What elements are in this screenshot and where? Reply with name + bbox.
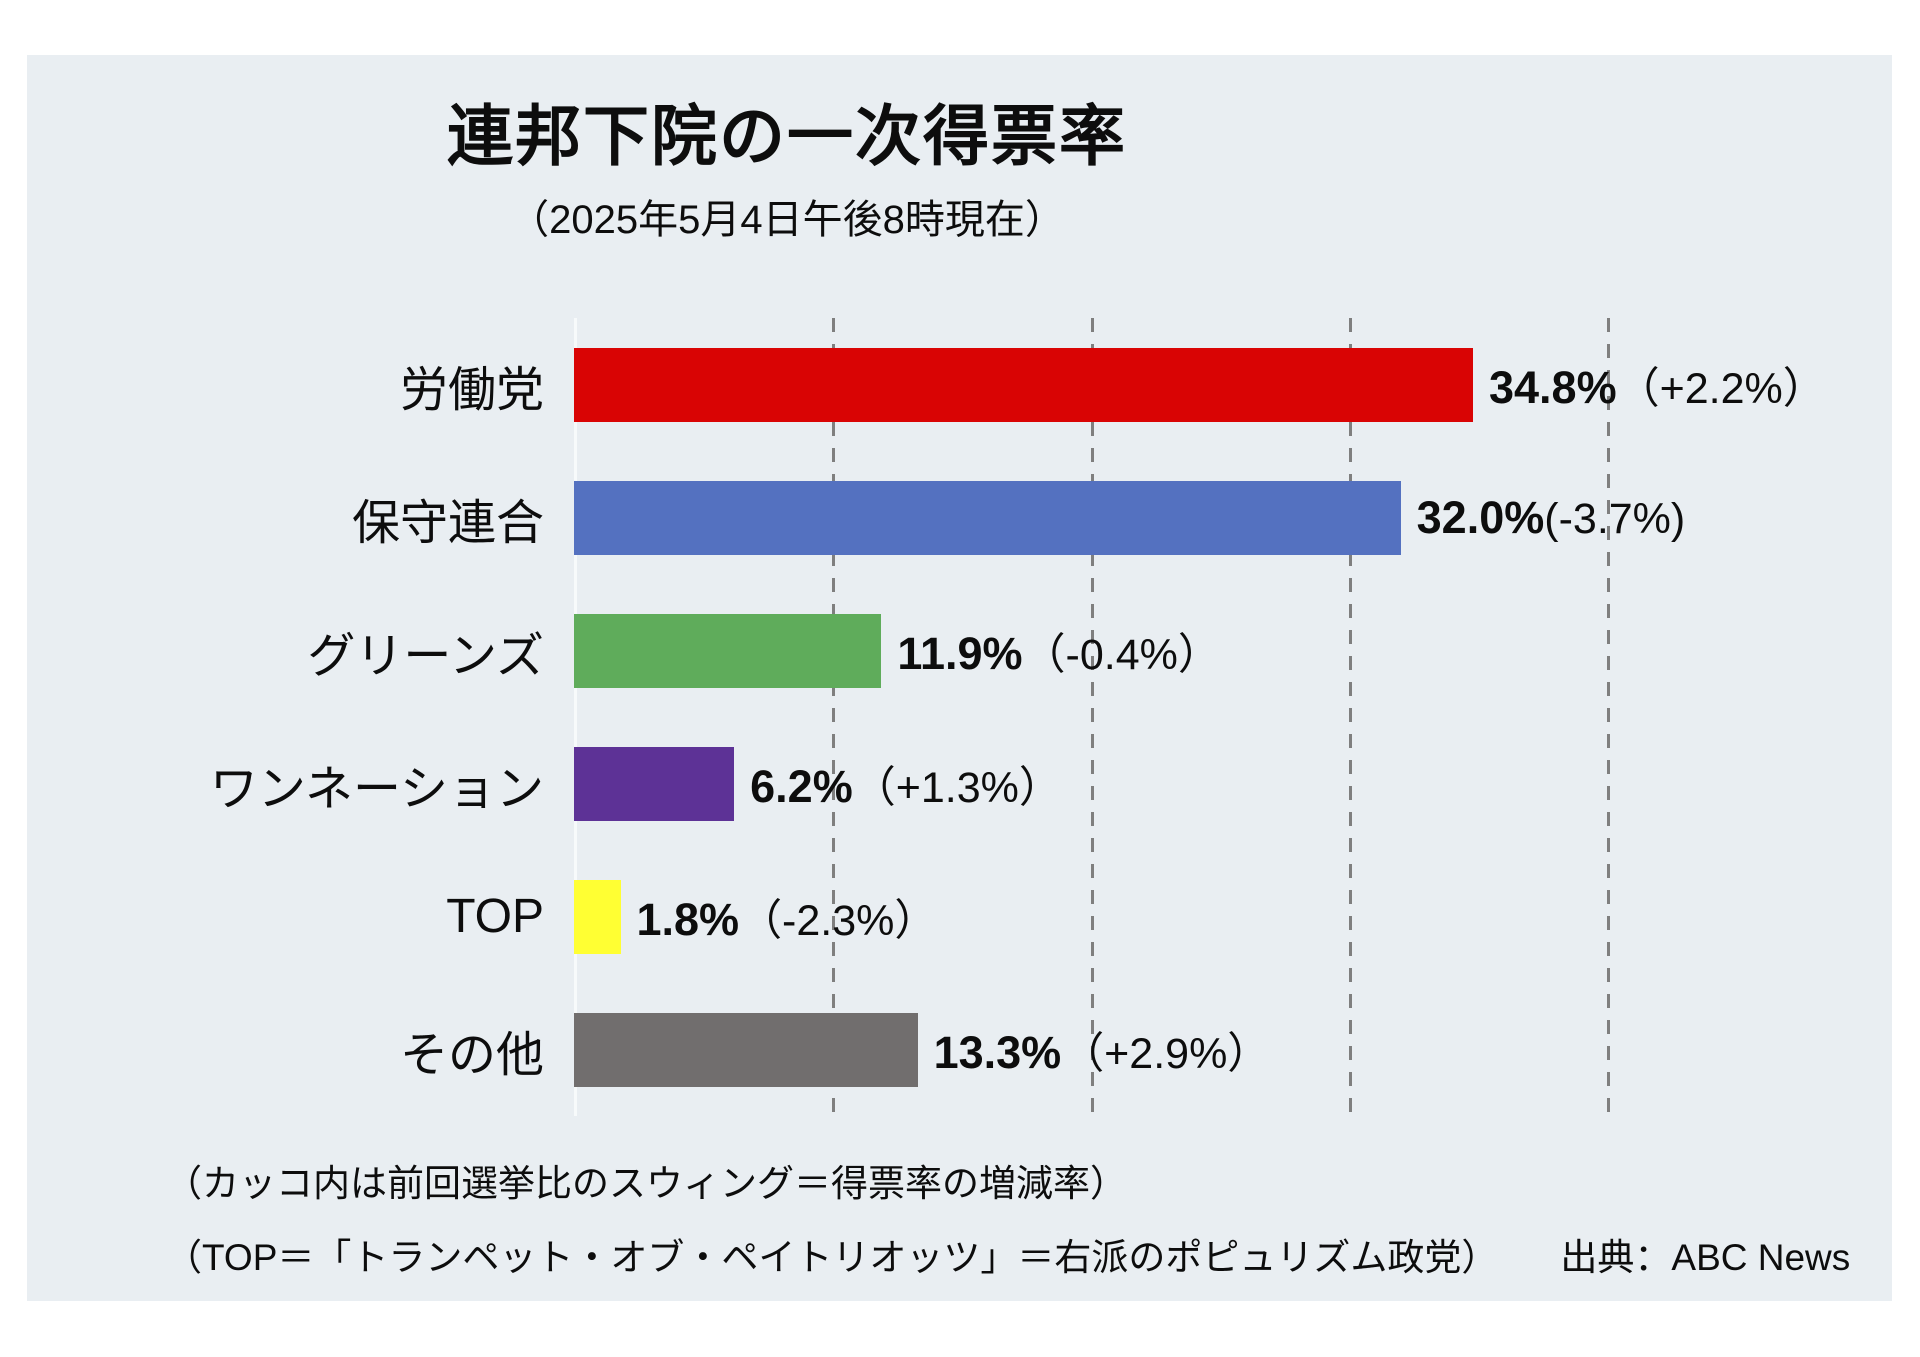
chart-title: 連邦下院の一次得票率 <box>447 99 1127 173</box>
swing-text: （+1.3%） <box>852 763 1062 812</box>
bar <box>574 613 882 688</box>
swing-text: （+2.2%） <box>1616 364 1826 413</box>
category-label: ワンネーション <box>209 762 544 816</box>
gridline-20pct <box>1090 318 1094 1116</box>
category-label: グリーンズ <box>307 629 544 683</box>
bar-rows: 労働党 34.8%（+2.2%） 保守連合 32.0%(-3.7%) グリーンズ 11.9… <box>27 318 1826 1116</box>
footnote-top-explanation: （TOP＝「トランペット・オブ・ペイトリオッツ」＝右派のポピュリズム政党） <box>165 1237 1499 1278</box>
category-label: TOP <box>446 890 544 943</box>
footnote-swing-explanation: （カッコ内は前回選挙比のスウィング＝得票率の増減率） <box>165 1163 1127 1204</box>
bar-row: 労働党 34.8%（+2.2%） <box>27 318 1826 451</box>
value-label: 6.2%（+1.3%） <box>750 753 1062 815</box>
bar <box>574 1012 918 1087</box>
swing-text: （+2.9%） <box>1061 1029 1271 1078</box>
bar-chart: 労働党 34.8%（+2.2%） 保守連合 32.0%(-3.7%) グリーンズ 11.9… <box>27 318 1826 1116</box>
swing-text: （-0.4%） <box>1022 630 1221 679</box>
category-label: その他 <box>399 1028 544 1082</box>
bar-cell: 13.3%（+2.9%） <box>574 983 1659 1116</box>
category-label: 保守連合 <box>351 496 544 550</box>
bar <box>574 480 1401 555</box>
bar <box>574 347 1473 422</box>
footnote-row: （TOP＝「トランペット・オブ・ペイトリオッツ」＝右派のポピュリズム政党） 出典… <box>165 1227 1850 1281</box>
percent-text: 32.0% <box>1416 491 1545 543</box>
bar-row: 保守連合 32.0%(-3.7%) <box>27 451 1685 584</box>
plot-gridlines <box>574 318 1659 1116</box>
value-label: 34.8%（+2.2%） <box>1489 354 1826 416</box>
bar-cell: 6.2%（+1.3%） <box>574 717 1659 850</box>
chart-panel: 連邦下院の一次得票率 （2025年5月4日午後8時現在） 労働党 34.8%（+2… <box>27 55 1892 1301</box>
swing-text: （-2.3%） <box>739 896 938 945</box>
bar-cell: 11.9%（-0.4%） <box>574 584 1659 717</box>
value-label: 11.9%（-0.4%） <box>897 620 1220 682</box>
bar-cell: 34.8%（+2.2%） <box>574 318 1826 451</box>
bar <box>574 746 735 821</box>
y-axis-line <box>574 318 577 1116</box>
gridline-10pct <box>832 318 836 1116</box>
percent-text: 11.9% <box>897 627 1023 679</box>
value-label: 1.8%（-2.3%） <box>636 886 937 948</box>
bar-cell: 1.8%（-2.3%） <box>574 850 1659 983</box>
gridline-30pct <box>1349 318 1352 1116</box>
swing-text: (-3.7%) <box>1544 494 1686 543</box>
percent-text: 34.8% <box>1488 361 1617 413</box>
bar <box>574 879 621 954</box>
percent-text: 1.8% <box>636 893 740 945</box>
bar-row: グリーンズ 11.9%（-0.4%） <box>27 584 1659 717</box>
bar-row: TOP 1.8%（-2.3%） <box>27 850 1659 983</box>
source-credit: 出典：ABC News <box>1560 1237 1851 1278</box>
chart-subtitle: （2025年5月4日午後8時現在） <box>509 198 1065 242</box>
percent-text: 6.2% <box>750 760 853 812</box>
gridline-40pct <box>1607 318 1611 1116</box>
bar-row: その他 13.3%（+2.9%） <box>27 983 1659 1116</box>
value-label: 13.3%（+2.9%） <box>934 1019 1271 1081</box>
bar-cell: 32.0%(-3.7%) <box>574 451 1685 584</box>
value-label: 32.0%(-3.7%) <box>1417 492 1686 544</box>
percent-text: 13.3% <box>933 1026 1062 1078</box>
bar-row: ワンネーション 6.2%（+1.3%） <box>27 717 1659 850</box>
category-label: 労働党 <box>399 363 544 417</box>
